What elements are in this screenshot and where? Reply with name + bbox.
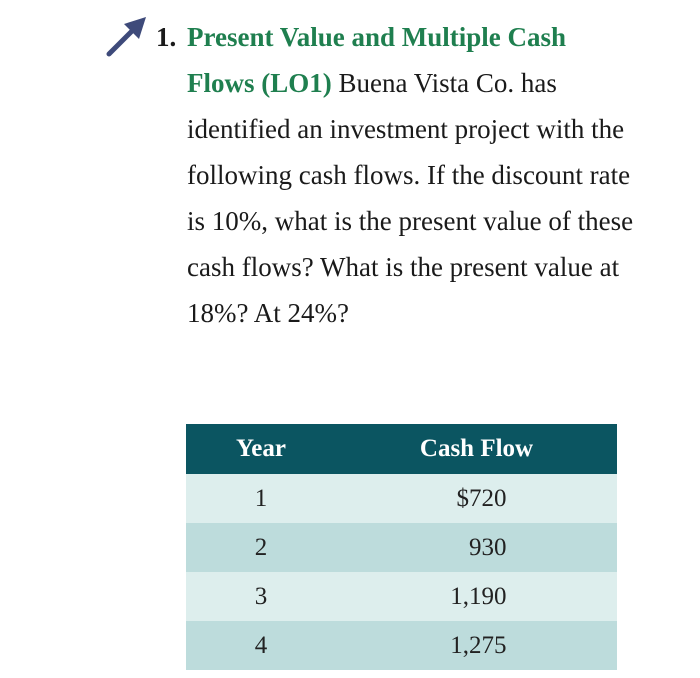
year-cell: 4 [186,621,336,670]
table-row: 3 1,190 [186,572,617,621]
year-cell: 3 [186,572,336,621]
problem: 1. Present Value and Multiple Cash Flows… [156,14,636,336]
cash-flow-value: $720 [456,484,507,512]
arrow-up-right-icon [106,17,146,57]
cash-flow-value: 1,190 [450,582,507,610]
cash-flow-value: 1,275 [450,631,507,659]
problem-body: Buena Vista Co. has identified an invest… [187,68,634,328]
table-row: 1 $720 [186,474,617,523]
problem-number: 1. [156,22,177,52]
problem-title: Present Value and Multiple Cash Flows (L… [187,22,567,98]
table-row: 2 930 [186,523,617,572]
year-cell: 1 [186,474,336,523]
cash-flow-cell: 1,275 [336,621,617,670]
cash-flow-value: 930 [469,533,507,561]
table-row: 4 1,275 [186,621,617,670]
header-year: Year [186,424,336,474]
cash-flow-cell: 930 [336,523,617,572]
year-cell: 2 [186,523,336,572]
problem-text: Present Value and Multiple Cash Flows (L… [187,14,636,336]
cash-flow-cell: $720 [336,474,617,523]
cash-flow-cell: 1,190 [336,572,617,621]
table-header-row: Year Cash Flow [186,424,617,474]
header-cash-flow: Cash Flow [336,424,617,474]
cash-flow-table: Year Cash Flow 1 $720 2 930 3 1,190 4 1,… [186,424,617,670]
